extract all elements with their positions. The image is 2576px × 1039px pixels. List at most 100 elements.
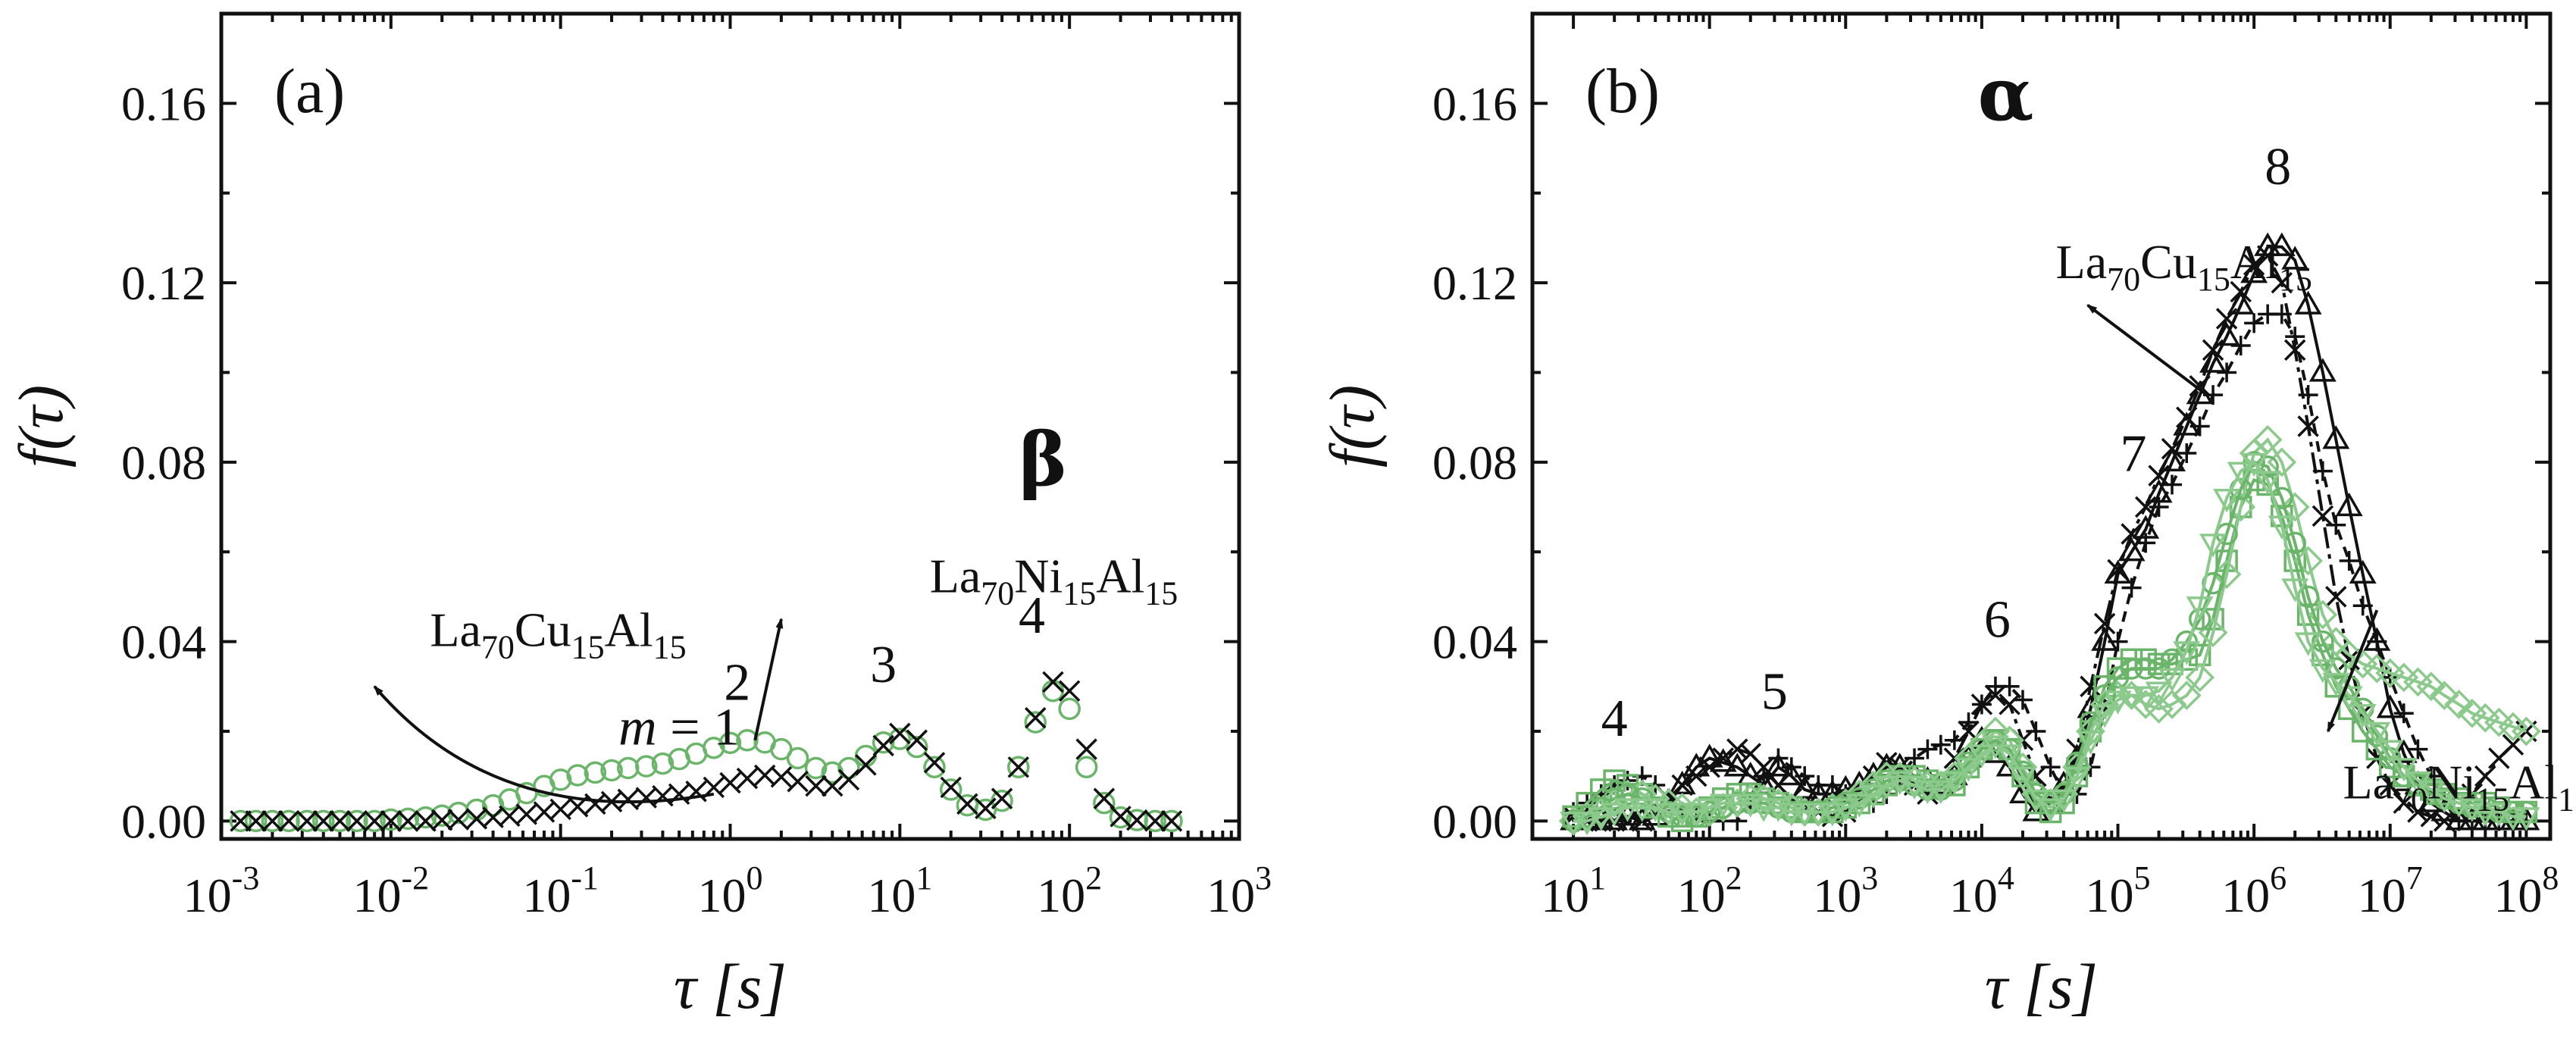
y-axis-title: f(τ) <box>1317 385 1388 468</box>
x-tick-label: 106 <box>2221 859 2286 922</box>
data-point <box>245 810 267 832</box>
data-point <box>2077 731 2105 755</box>
data-point <box>2189 374 2211 397</box>
data-point <box>1999 693 2020 715</box>
data-point <box>2117 686 2146 710</box>
data-point <box>277 810 300 832</box>
x-tick-label: 105 <box>2086 859 2151 922</box>
data-point <box>1042 671 1064 693</box>
data-point <box>1804 803 1833 827</box>
peak-label: m = 1 <box>618 699 740 757</box>
data-point <box>2215 308 2238 330</box>
data-point <box>2230 335 2251 355</box>
series-line <box>1573 245 2527 823</box>
data-point <box>1967 744 1995 768</box>
data-point <box>2230 280 2252 303</box>
data-point <box>1058 680 1081 702</box>
x-tick-label: 10-2 <box>353 859 430 922</box>
data-point <box>2149 497 2169 518</box>
data-point <box>549 768 572 791</box>
x-tick-label: 108 <box>2493 859 2559 922</box>
peak-label: 4 <box>1601 690 1628 748</box>
data-point <box>2281 246 2309 270</box>
data-point <box>515 803 537 825</box>
data-point <box>1125 809 1148 831</box>
data-point <box>1818 803 1846 827</box>
data-point <box>1750 798 1778 822</box>
data-point <box>2227 462 2255 486</box>
data-point <box>312 809 335 833</box>
data-point <box>1075 756 1098 779</box>
data-point <box>2283 549 2306 572</box>
data-point <box>2145 681 2173 706</box>
data-point <box>2281 578 2309 602</box>
data-point <box>2117 537 2146 562</box>
data-point <box>975 797 997 819</box>
x-tick-label: 103 <box>1207 859 1272 922</box>
y-axis-title: f(τ) <box>6 385 77 468</box>
data-point <box>1940 771 1968 796</box>
data-point <box>414 806 437 829</box>
data-point <box>2390 758 2418 782</box>
data-point <box>2335 686 2363 710</box>
series-annotation: La70Ni15Al15 <box>2343 756 2576 818</box>
data-point <box>2280 492 2310 522</box>
data-point <box>872 734 894 757</box>
data-point <box>229 809 252 833</box>
data-point <box>2312 630 2334 653</box>
data-point <box>1795 766 1815 787</box>
data-point <box>1126 809 1148 831</box>
data-point <box>1058 697 1081 721</box>
data-point <box>1601 803 1629 827</box>
data-point <box>2144 693 2174 724</box>
data-point <box>2471 803 2499 827</box>
data-point <box>380 808 402 831</box>
series-plus <box>1563 304 2537 831</box>
data-point <box>2199 534 2227 558</box>
data-point <box>363 809 386 833</box>
data-point <box>2352 596 2373 616</box>
data-point <box>329 810 351 832</box>
data-point <box>2254 471 2282 495</box>
data-point <box>2294 632 2322 656</box>
data-point <box>363 810 386 832</box>
data-point <box>2158 668 2186 693</box>
data-point <box>923 756 946 779</box>
y-tick-label: 0.12 <box>1432 256 1517 310</box>
data-point <box>2416 671 2446 702</box>
data-point <box>415 810 437 832</box>
data-point <box>2063 766 2091 791</box>
data-point <box>2171 681 2202 710</box>
x-tick-label: 10-1 <box>522 859 599 922</box>
data-point <box>2408 739 2428 759</box>
series-down-triangle <box>1560 452 2540 836</box>
y-tick-label: 0.04 <box>121 615 206 669</box>
data-point <box>2367 631 2387 652</box>
data-point <box>2244 313 2265 333</box>
data-point <box>718 731 742 755</box>
series-annotation: La70Cu15Al15 <box>430 603 686 666</box>
data-point <box>736 729 759 752</box>
data-point <box>230 810 252 832</box>
data-point <box>277 809 300 833</box>
data-point <box>1075 738 1097 760</box>
data-point <box>584 761 607 784</box>
series-annotation: La70Cu15Al15 <box>2056 235 2312 298</box>
data-point <box>1709 793 1737 818</box>
data-point <box>837 768 860 791</box>
x-tick-label: 100 <box>698 859 763 922</box>
data-point <box>2268 515 2296 540</box>
data-point <box>2429 681 2459 710</box>
peak-label: 8 <box>2265 138 2291 196</box>
data-point <box>1858 770 1889 800</box>
data-point <box>906 729 928 752</box>
y-tick-label: 0.16 <box>121 77 206 130</box>
data-point <box>1781 757 1801 778</box>
data-point <box>2213 489 2241 513</box>
data-point <box>430 809 453 831</box>
data-point <box>719 771 741 794</box>
data-point <box>2363 721 2391 746</box>
data-point <box>1930 734 1951 755</box>
data-point <box>2326 515 2346 535</box>
data-point <box>2474 765 2496 787</box>
